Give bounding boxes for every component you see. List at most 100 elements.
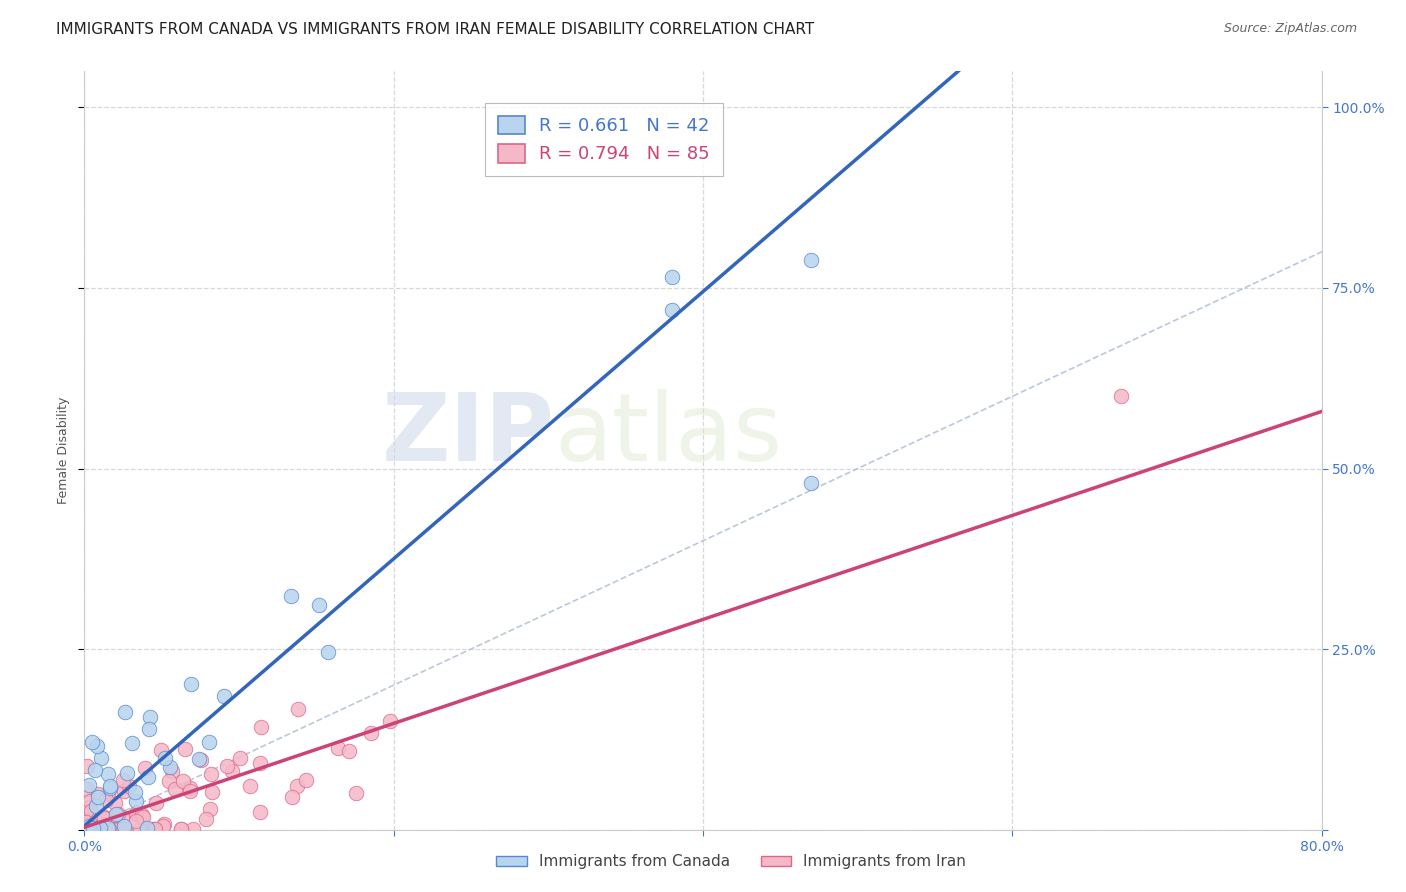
Point [132,810,155,824]
Point [96,822,118,836]
Point [239,780,262,794]
Point [83,822,105,836]
Point [114,822,136,836]
Point [112,819,135,833]
Point [75,817,97,831]
Point [76,759,98,773]
Point [77,818,100,832]
Point [84,822,107,836]
Point [360,726,382,740]
Point [94,818,117,832]
Point [117,779,139,793]
Point [281,790,304,805]
Text: ZIP: ZIP [381,389,554,482]
Point [214,690,236,704]
Point [145,796,167,810]
Point [316,645,339,659]
Point [124,785,146,799]
Point [86,787,108,801]
Point [250,721,273,735]
Point [111,810,134,824]
Point [76,781,98,796]
Point [103,796,125,810]
Point [125,807,148,822]
Point [661,302,683,317]
Point [87,789,110,804]
Point [194,812,217,826]
Point [134,761,156,775]
Point [170,822,193,836]
Point [114,705,136,719]
Point [93,811,115,825]
Point [249,805,271,819]
Point [143,822,166,836]
Point [110,822,132,836]
Point [190,753,212,767]
Point [82,821,104,835]
Point [97,812,120,826]
Point [142,822,165,836]
Point [285,779,308,793]
Point [308,598,330,612]
Point [98,822,121,836]
Point [344,786,367,800]
Point [90,751,112,765]
Text: IMMIGRANTS FROM CANADA VS IMMIGRANTS FROM IRAN FEMALE DISABILITY CORRELATION CHA: IMMIGRANTS FROM CANADA VS IMMIGRANTS FRO… [56,22,814,37]
Point [188,752,211,766]
Point [800,475,823,490]
Point [197,735,219,749]
Point [125,794,148,808]
Point [91,808,114,822]
Point [80,822,103,836]
Point [98,779,121,793]
Point [79,799,101,814]
Point [79,794,101,808]
Point [170,822,193,836]
Point [200,802,222,816]
Point [229,750,252,764]
Point [75,819,97,833]
Point [326,740,349,755]
Point [159,760,181,774]
Point [86,813,108,827]
Point [337,744,360,758]
Point [295,773,318,788]
Point [84,798,107,813]
Point [97,821,120,835]
Point [115,765,138,780]
Point [105,822,128,836]
Point [112,783,135,797]
Point [80,804,103,818]
Point [287,701,309,715]
Point [157,774,180,789]
Point [96,820,118,834]
Point [89,821,111,835]
Point [97,767,120,781]
Point [249,756,271,771]
Point [180,677,202,691]
Point [1109,389,1132,403]
Point [87,822,110,836]
Legend: R = 0.661   N = 42, R = 0.794   N = 85: R = 0.661 N = 42, R = 0.794 N = 85 [485,103,723,176]
Point [136,770,159,784]
Point [131,808,153,822]
Point [661,269,683,284]
Point [138,722,160,736]
Text: atlas: atlas [554,389,783,482]
Point [76,821,98,835]
Point [135,821,157,835]
Point [200,767,222,781]
Point [179,784,201,798]
Point [82,822,104,836]
Point [181,822,204,836]
Point [97,822,120,836]
Point [201,785,224,799]
Point [107,807,129,822]
Legend: Immigrants from Canada, Immigrants from Iran: Immigrants from Canada, Immigrants from … [489,848,973,875]
Point [97,786,120,800]
Point [125,814,148,828]
Point [380,714,402,728]
Point [111,772,134,787]
Point [221,764,243,778]
Point [172,773,194,788]
